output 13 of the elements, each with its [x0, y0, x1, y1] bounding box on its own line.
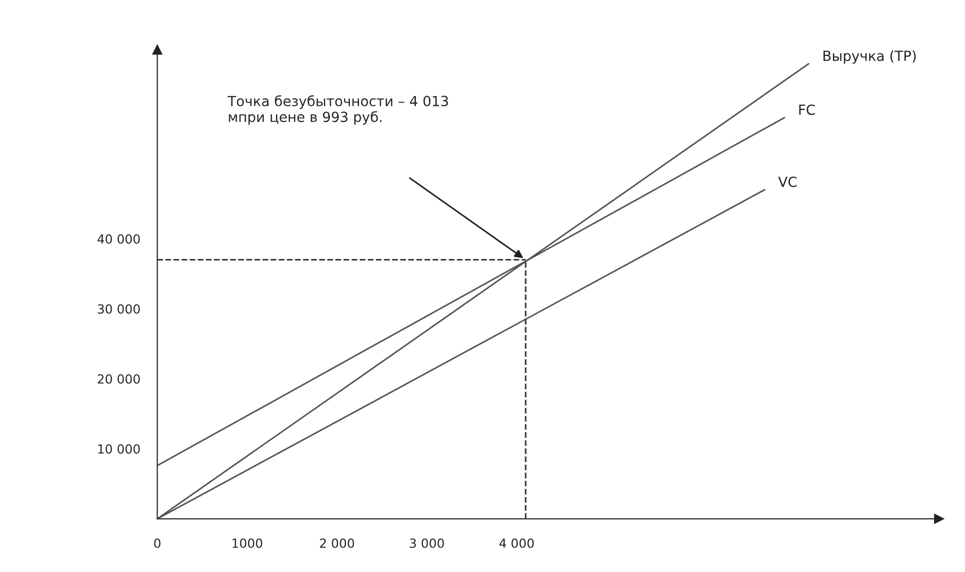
- y-tick-label: 20 000: [98, 374, 140, 384]
- x-tick-label: 3 000: [410, 538, 444, 548]
- y-tick-label: 30 000: [98, 304, 140, 314]
- series-label: VC: [778, 176, 797, 188]
- x-tick-label: 1000: [232, 538, 262, 548]
- x-tick-label: 2 000: [320, 538, 354, 548]
- x-tick-label: 4 000: [499, 538, 534, 548]
- series-label: Выручка (TP): [824, 50, 916, 64]
- y-tick-label: 10 000: [98, 444, 140, 454]
- series-label: FC: [799, 104, 815, 115]
- x-tick-label: 0: [154, 538, 160, 548]
- annotation: Точка безубыточности – 4 013 мпри цене в 993 руб.: [228, 95, 448, 125]
- y-tick-label: 40 000: [98, 234, 140, 244]
